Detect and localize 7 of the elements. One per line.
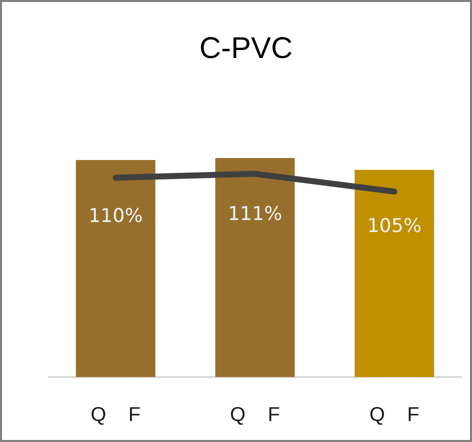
chart-title: C-PVC	[199, 32, 293, 65]
data-label: 111%	[228, 203, 282, 226]
x-tick-label: Q F	[90, 404, 141, 426]
data-label: 110%	[88, 205, 143, 227]
data-label: 105%	[367, 214, 422, 237]
x-tick-label: Q F	[369, 404, 420, 426]
x-tick-label: Q F	[230, 404, 280, 426]
